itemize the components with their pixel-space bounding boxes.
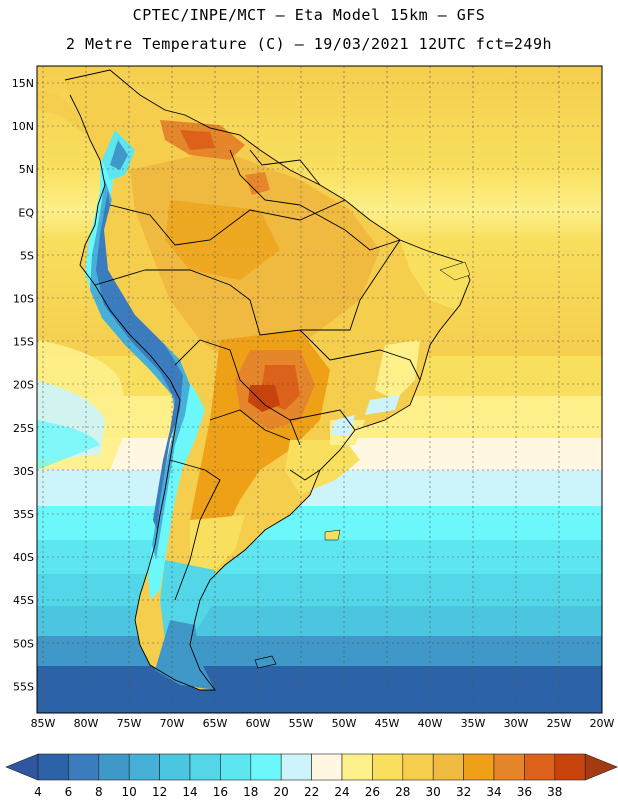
- colorbar-label: 22: [304, 785, 319, 799]
- longitude-label: 40W: [418, 717, 443, 730]
- colorbar-label: 36: [517, 785, 532, 799]
- colorbar-swatch: [220, 753, 252, 781]
- latitude-label: 35S: [13, 508, 34, 521]
- colorbar-label: 28: [395, 785, 410, 799]
- latitude-label: 15N: [12, 77, 34, 90]
- latitude-label: 15S: [13, 336, 34, 349]
- colorbar-high-arrow: [584, 753, 618, 781]
- colorbar-label: 24: [334, 785, 349, 799]
- colorbar-label: 16: [213, 785, 228, 799]
- colorbar-swatch: [68, 753, 100, 781]
- colorbar-label: 14: [182, 785, 197, 799]
- longitude-label: 20W: [590, 717, 615, 730]
- colorbar-label: 38: [547, 785, 562, 799]
- colorbar-label: 26: [365, 785, 380, 799]
- latitude-label: 20S: [13, 379, 34, 392]
- longitude-label: 70W: [160, 717, 185, 730]
- colorbar-swatch: [128, 753, 160, 781]
- longitude-label: 85W: [31, 717, 56, 730]
- colorbar-swatch: [554, 753, 586, 781]
- latitude-label: 45S: [13, 594, 34, 607]
- colorbar-swatch: [402, 753, 434, 781]
- latitude-label: 55S: [13, 680, 34, 693]
- map-title-variable: 2 Metre Temperature (C) – 19/03/2021 12U…: [65, 35, 553, 53]
- longitude-label: 45W: [375, 717, 400, 730]
- colorbar-label: 6: [65, 785, 73, 799]
- latitude-label: 5S: [20, 249, 34, 262]
- colorbar: 4 6 8 10 12 14 16 18 20 22 24 26 28 30 32 34 36 38: [5, 753, 618, 799]
- colorbar-label: 18: [243, 785, 258, 799]
- colorbar-label: 8: [95, 785, 103, 799]
- colorbar-label: 10: [122, 785, 137, 799]
- longitude-label: 80W: [74, 717, 99, 730]
- colorbar-swatch: [432, 753, 464, 781]
- latitude-label: 10N: [12, 120, 34, 133]
- map-frame: [36, 65, 603, 714]
- colorbar-swatch: [37, 753, 69, 781]
- longitude-label: 65W: [203, 717, 228, 730]
- colorbar-label: 34: [486, 785, 501, 799]
- coastline-borders: [64, 69, 471, 691]
- longitude-label: 60W: [246, 717, 271, 730]
- map-title-model: CPTEC/INPE/MCT – Eta Model 15km – GFS: [132, 6, 486, 24]
- colorbar-label: 32: [456, 785, 471, 799]
- latitude-label: 40S: [13, 551, 34, 564]
- colorbar-low-arrow: [5, 753, 39, 781]
- colorbar-swatch: [189, 753, 221, 781]
- latitude-label: 10S: [13, 293, 34, 306]
- latitude-label: 25S: [13, 422, 34, 435]
- colorbar-swatch: [341, 753, 373, 781]
- colorbar-label: 4: [34, 785, 42, 799]
- latitude-label: 50S: [13, 637, 34, 650]
- latitude-label: EQ: [18, 206, 34, 219]
- latitude-label: 30S: [13, 465, 34, 478]
- longitude-label: 25W: [547, 717, 572, 730]
- colorbar-swatch: [280, 753, 312, 781]
- colorbar-swatch: [463, 753, 495, 781]
- longitude-label: 50W: [332, 717, 357, 730]
- colorbar-swatch: [524, 753, 556, 781]
- colorbar-label: 20: [274, 785, 289, 799]
- colorbar-swatch: [372, 753, 404, 781]
- longitude-label: 75W: [117, 717, 142, 730]
- colorbar-label: 12: [152, 785, 167, 799]
- colorbar-swatch: [159, 753, 191, 781]
- colorbar-swatch: [311, 753, 343, 781]
- latitude-label: 5N: [19, 163, 34, 176]
- longitude-label: 30W: [504, 717, 529, 730]
- latitude-labels: 15N 10N 5N EQ 5S 10S 15S 20S 25S 30S 35S 40S 45S 50S 5…: [12, 77, 35, 693]
- longitude-label: 35W: [461, 717, 486, 730]
- colorbar-swatch: [98, 753, 130, 781]
- graticule: [37, 66, 602, 713]
- map-field: [37, 66, 602, 713]
- longitude-label: 55W: [289, 717, 314, 730]
- colorbar-swatch: [250, 753, 282, 781]
- colorbar-swatch: [493, 753, 525, 781]
- longitude-labels: 85W 80W 75W 70W 65W 60W 55W 50W 45W 40W 35W 30W 25W 2…: [31, 717, 615, 730]
- colorbar-label: 30: [426, 785, 441, 799]
